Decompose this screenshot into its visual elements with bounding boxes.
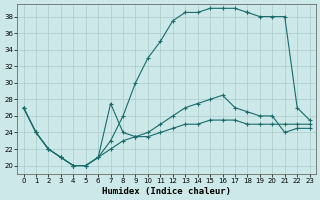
- X-axis label: Humidex (Indice chaleur): Humidex (Indice chaleur): [102, 187, 231, 196]
